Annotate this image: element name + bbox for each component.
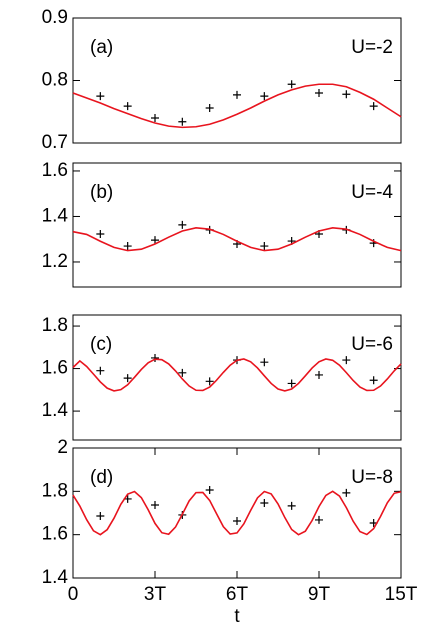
data-point [151, 114, 159, 122]
data-point [260, 499, 269, 508]
curve [72, 227, 402, 252]
data-point [342, 356, 351, 365]
annotation: U=-8 [351, 467, 393, 488]
data-point [369, 376, 378, 385]
y-tick-label: 1.4 [42, 205, 69, 226]
annotation: U=-4 [351, 182, 393, 203]
y-tick-label: 1.6 [42, 358, 68, 379]
data-point [123, 102, 132, 111]
data-point [233, 90, 241, 99]
x-axis-label: t [234, 606, 240, 627]
y-tick-label: 2 [57, 437, 68, 458]
y-tick-label: 0.9 [42, 7, 68, 28]
data-point [178, 117, 187, 126]
data-point [178, 368, 187, 377]
x-tick-label: 3T [144, 584, 167, 605]
data-point [151, 500, 159, 509]
data-point [315, 89, 323, 97]
data-point [178, 220, 187, 229]
data-point [205, 377, 214, 386]
data-point [287, 379, 296, 388]
panel-label: (b) [90, 182, 113, 203]
data-point [342, 90, 351, 99]
data-point [233, 517, 241, 526]
data-point [205, 486, 214, 495]
data-point [315, 515, 323, 524]
y-tick-label: 1.6 [42, 524, 68, 545]
panel-frame [72, 314, 402, 441]
x-tick-label: 9T [308, 584, 331, 605]
annotation: U=-6 [351, 334, 393, 355]
y-tick-label: 1.4 [42, 400, 69, 421]
data-point [123, 374, 132, 383]
data-point [151, 236, 159, 245]
panel-label: (d) [90, 467, 113, 488]
panel-label: (c) [90, 334, 112, 355]
y-tick-label: 1.6 [42, 160, 68, 181]
y-tick-label: 1.8 [42, 315, 68, 336]
data-point [287, 501, 296, 510]
x-tick-label: 0 [68, 584, 79, 605]
curve [72, 490, 402, 536]
data-point [342, 488, 351, 497]
y-tick-label: 1.4 [42, 567, 69, 588]
data-point [369, 102, 378, 111]
y-tick-label: 0.8 [42, 70, 68, 91]
curve [72, 83, 402, 129]
y-tick-label: 0.7 [42, 132, 68, 153]
y-tick-label: 1.8 [42, 480, 68, 501]
data-point [96, 366, 105, 375]
data-point [123, 242, 132, 251]
x-tick-label: 6T [226, 584, 249, 605]
data-point [151, 353, 159, 362]
x-tick-label: 15T [385, 584, 418, 605]
annotation: U=-2 [351, 37, 393, 58]
data-point [260, 242, 269, 251]
y-tick-label: 1.2 [42, 251, 68, 272]
data-point [287, 80, 296, 89]
data-point [96, 229, 105, 238]
panel-frame [72, 162, 402, 288]
data-point [96, 92, 105, 101]
panel-label: (a) [90, 37, 113, 58]
curve [72, 358, 402, 392]
data-point [315, 370, 323, 379]
data-point [260, 358, 269, 367]
data-point [205, 104, 214, 112]
data-point [260, 92, 269, 101]
data-point [96, 512, 105, 521]
